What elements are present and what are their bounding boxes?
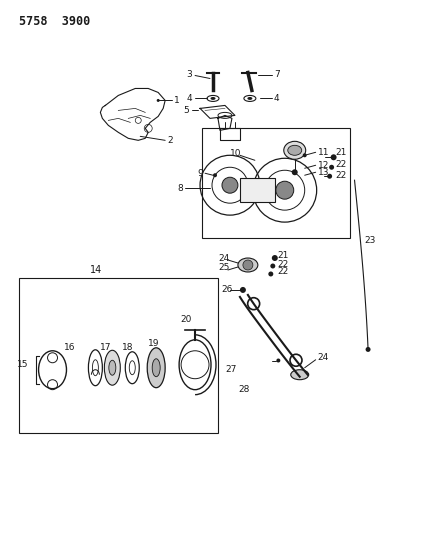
Ellipse shape [291,370,309,379]
Text: 4: 4 [274,94,279,103]
Text: 23: 23 [365,236,376,245]
Text: 5: 5 [183,106,189,115]
Text: 18: 18 [122,343,134,352]
Text: 2: 2 [167,136,173,145]
Ellipse shape [238,258,258,272]
Circle shape [240,287,246,293]
Circle shape [243,260,253,270]
Text: 22: 22 [278,268,289,277]
Text: 26: 26 [221,286,232,294]
Text: 1: 1 [174,96,180,105]
Text: 19: 19 [148,340,160,348]
Text: 16: 16 [64,343,75,352]
Circle shape [270,263,275,269]
Ellipse shape [152,359,160,377]
Ellipse shape [288,146,302,155]
Ellipse shape [109,360,116,375]
Circle shape [272,255,278,261]
Ellipse shape [147,348,165,387]
Text: 24: 24 [318,353,329,362]
Text: 5758  3900: 5758 3900 [19,15,90,28]
Circle shape [157,99,160,102]
Text: 25: 25 [218,263,229,272]
Circle shape [329,165,334,169]
Circle shape [268,271,273,277]
Circle shape [330,154,336,160]
Text: 3: 3 [186,70,192,79]
Text: 4: 4 [186,94,192,103]
Text: 7: 7 [274,70,279,79]
Ellipse shape [284,141,306,159]
Circle shape [276,181,294,199]
Text: 14: 14 [90,265,103,275]
Bar [202,128,350,238]
Text: 22: 22 [278,260,289,269]
Text: 10: 10 [230,149,241,158]
Circle shape [303,154,307,157]
Ellipse shape [211,97,215,100]
Text: 27: 27 [225,365,236,374]
Circle shape [327,174,332,179]
Circle shape [292,169,298,175]
Text: 22: 22 [336,160,347,169]
Text: 20: 20 [180,316,191,325]
Circle shape [222,177,238,193]
Text: 24: 24 [218,254,229,263]
Text: 13: 13 [318,168,329,177]
Ellipse shape [247,97,253,100]
Circle shape [213,173,217,177]
Text: 9: 9 [197,169,203,177]
Text: 17: 17 [101,343,112,352]
Text: 21: 21 [336,148,347,157]
Circle shape [366,347,371,352]
Bar [19,278,218,433]
Circle shape [276,359,280,362]
Text: 8: 8 [177,184,183,193]
Text: 28: 28 [238,385,249,394]
Ellipse shape [104,350,120,385]
Text: 11: 11 [318,148,329,157]
Text: 21: 21 [278,251,289,260]
Text: 12: 12 [318,161,329,170]
Text: 15: 15 [17,360,29,369]
Text: 22: 22 [336,171,347,180]
Bar [240,178,275,202]
